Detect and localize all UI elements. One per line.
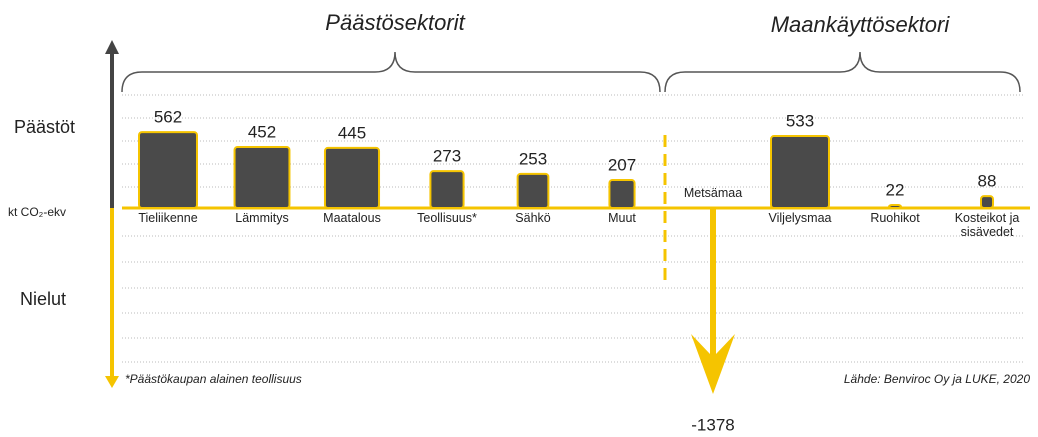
category-label: Teollisuus* bbox=[417, 211, 477, 225]
icon bbox=[516, 172, 550, 209]
group-title: Päästösektorit bbox=[325, 10, 465, 35]
value-label: 562 bbox=[154, 108, 182, 127]
icon bbox=[608, 179, 636, 209]
icon bbox=[888, 204, 902, 209]
category-label: Muut bbox=[608, 211, 636, 225]
value-label: 452 bbox=[248, 122, 276, 141]
axis-arrow bbox=[105, 376, 119, 388]
footnote: *Päästökaupan alainen teollisuus bbox=[125, 372, 302, 386]
value-label: 88 bbox=[978, 172, 997, 191]
icon bbox=[323, 146, 381, 210]
value-label: 253 bbox=[519, 149, 547, 168]
category-label: Tieliikenne bbox=[138, 211, 198, 225]
icon bbox=[233, 145, 291, 209]
brace bbox=[664, 51, 1021, 93]
brace bbox=[121, 51, 661, 93]
value-label: 22 bbox=[886, 181, 905, 200]
arrow bbox=[691, 208, 735, 395]
icon bbox=[770, 135, 830, 209]
value-label: 445 bbox=[338, 123, 366, 142]
category-label: Ruohikot bbox=[870, 211, 920, 225]
value-label: 207 bbox=[608, 156, 636, 175]
icon bbox=[980, 195, 994, 209]
icon bbox=[429, 170, 465, 210]
axis-arrow bbox=[105, 40, 119, 54]
axis-label: Nielut bbox=[20, 289, 66, 309]
group-title: Maankäyttösektori bbox=[771, 12, 951, 37]
category-label: Metsämaa bbox=[683, 186, 743, 200]
axis-label: Päästöt bbox=[14, 117, 75, 137]
value-label: 533 bbox=[786, 112, 814, 131]
value-label: 273 bbox=[433, 147, 461, 166]
icon bbox=[138, 131, 198, 210]
category-label: Viljelysmaa bbox=[768, 211, 832, 225]
category-label: Lämmitys bbox=[235, 211, 289, 225]
source: Lähde: Benviroc Oy ja LUKE, 2020 bbox=[844, 372, 1030, 386]
value-label: -1378 bbox=[691, 416, 734, 435]
axis-label: kt CO₂-ekv bbox=[8, 205, 66, 219]
category-label: Sähkö bbox=[515, 211, 551, 225]
category-label: Kosteikot ja sisävedet bbox=[954, 211, 1020, 239]
category-label: Maatalous bbox=[323, 211, 381, 225]
